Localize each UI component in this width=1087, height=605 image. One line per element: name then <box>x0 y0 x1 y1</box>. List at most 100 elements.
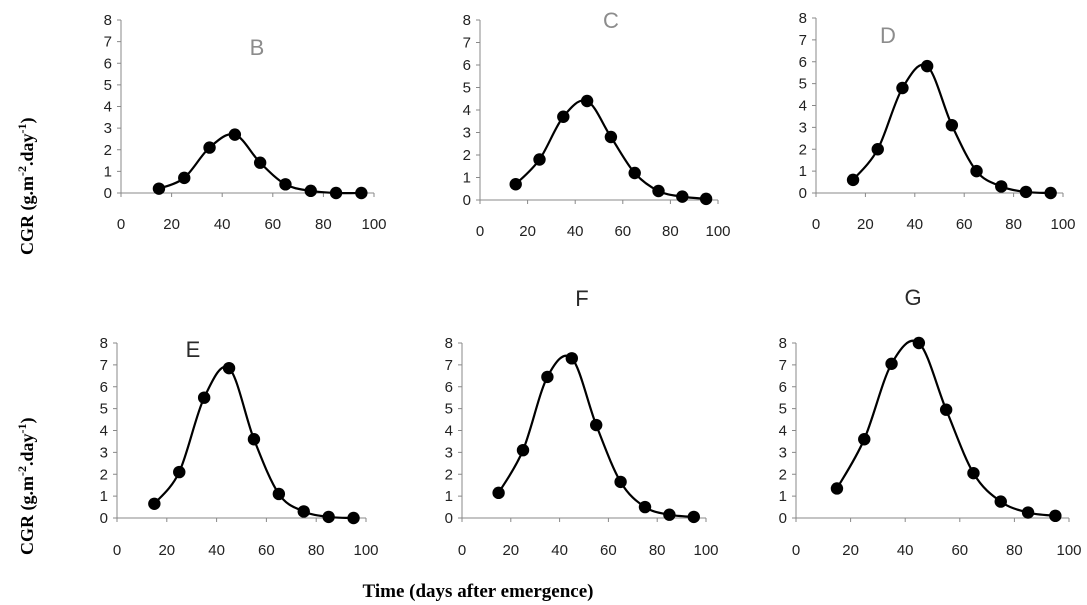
x-tick-label: 40 <box>214 216 231 233</box>
data-point <box>253 156 267 169</box>
x-tick-label: 60 <box>600 542 617 559</box>
x-tick-label: 40 <box>208 542 225 559</box>
y-tick-label: 3 <box>463 125 471 142</box>
y-tick-label: 3 <box>779 444 787 461</box>
y-tick-label: 0 <box>799 185 807 202</box>
panel-title-F: F <box>575 286 588 311</box>
y-tick-label: 7 <box>104 34 112 51</box>
x-tick-label: 20 <box>842 542 859 559</box>
data-point <box>896 81 909 95</box>
data-point <box>920 59 934 73</box>
x-tick-label: 100 <box>353 542 378 559</box>
data-point <box>580 94 594 108</box>
data-point <box>945 118 959 132</box>
data-point <box>152 182 166 195</box>
data-point <box>858 433 871 446</box>
series-line <box>514 99 707 200</box>
x-tick-label: 60 <box>951 542 968 559</box>
data-point <box>297 505 310 518</box>
x-tick-label: 20 <box>857 216 874 233</box>
y-tick-label: 1 <box>799 163 807 180</box>
data-point <box>970 164 983 178</box>
data-point <box>604 130 618 144</box>
panel-title-C: C <box>603 8 619 33</box>
x-tick-label: 0 <box>812 216 820 233</box>
panel-title-D: D <box>880 23 896 48</box>
data-point <box>614 475 627 489</box>
data-point <box>304 184 317 198</box>
data-point <box>995 180 1008 193</box>
y-tick-label: 2 <box>100 466 108 483</box>
x-tick-label: 60 <box>264 216 281 233</box>
y-tick-label: 0 <box>100 510 108 527</box>
data-point <box>687 510 700 524</box>
data-point <box>676 190 689 203</box>
y-tick-label: 5 <box>100 401 108 418</box>
y-tick-label: 6 <box>100 379 108 396</box>
x-tick-label: 60 <box>956 216 973 233</box>
y-tick-label: 6 <box>779 379 787 396</box>
x-tick-label: 60 <box>614 223 631 240</box>
x-tick-label: 100 <box>693 542 718 559</box>
x-tick-label: 0 <box>476 223 484 240</box>
x-tick-label: 40 <box>906 216 923 233</box>
y-tick-label: 7 <box>779 357 787 374</box>
data-point <box>994 495 1007 508</box>
data-point <box>347 511 360 525</box>
data-point <box>1021 506 1035 519</box>
x-tick-label: 100 <box>1050 216 1075 233</box>
y-tick-label: 6 <box>463 57 471 74</box>
y-tick-label: 7 <box>463 35 471 52</box>
data-point <box>329 186 343 200</box>
data-point <box>509 178 522 191</box>
y-tick-label: 3 <box>100 444 108 461</box>
y-tick-label: 4 <box>100 423 108 440</box>
y-tick-label: 0 <box>104 185 112 202</box>
data-point <box>871 143 884 156</box>
x-tick-label: 20 <box>519 223 536 240</box>
y-tick-label: 3 <box>445 444 453 461</box>
data-point <box>967 466 980 480</box>
y-tick-label: 1 <box>445 488 453 505</box>
y-tick-label: 7 <box>445 357 453 374</box>
data-point <box>1049 509 1062 523</box>
y-tick-label: 1 <box>100 488 108 505</box>
data-point <box>663 508 676 521</box>
data-point <box>178 171 191 185</box>
y-tick-label: 8 <box>100 335 108 352</box>
x-tick-label: 20 <box>163 216 180 233</box>
x-tick-label: 0 <box>113 542 121 559</box>
y-tick-label: 0 <box>445 510 453 527</box>
data-point <box>699 192 713 206</box>
data-point <box>885 357 898 370</box>
y-tick-label: 2 <box>779 466 787 483</box>
y-tick-label: 5 <box>779 401 787 418</box>
data-point <box>565 352 578 365</box>
x-tick-label: 80 <box>649 542 666 559</box>
data-point <box>830 482 844 495</box>
data-point <box>272 487 286 501</box>
x-tick-label: 80 <box>1006 542 1023 559</box>
y-tick-label: 3 <box>104 120 112 137</box>
y-tick-label: 2 <box>463 147 471 164</box>
x-tick-label: 20 <box>158 542 175 559</box>
data-point <box>247 433 261 446</box>
x-tick-label: 80 <box>1005 216 1022 233</box>
y-tick-label: 4 <box>799 98 807 115</box>
data-point <box>541 370 554 384</box>
y-tick-label: 7 <box>100 357 108 374</box>
x-axis-label: Time (days after emergence) <box>363 581 594 602</box>
data-point <box>912 336 926 350</box>
x-tick-label: 80 <box>315 216 332 233</box>
y-tick-label: 1 <box>779 488 787 505</box>
y-tick-label: 0 <box>463 192 471 209</box>
y-tick-label: 2 <box>799 141 807 158</box>
y-tick-label: 4 <box>104 99 112 116</box>
y-tick-label: 4 <box>779 423 787 440</box>
x-tick-label: 80 <box>662 223 679 240</box>
